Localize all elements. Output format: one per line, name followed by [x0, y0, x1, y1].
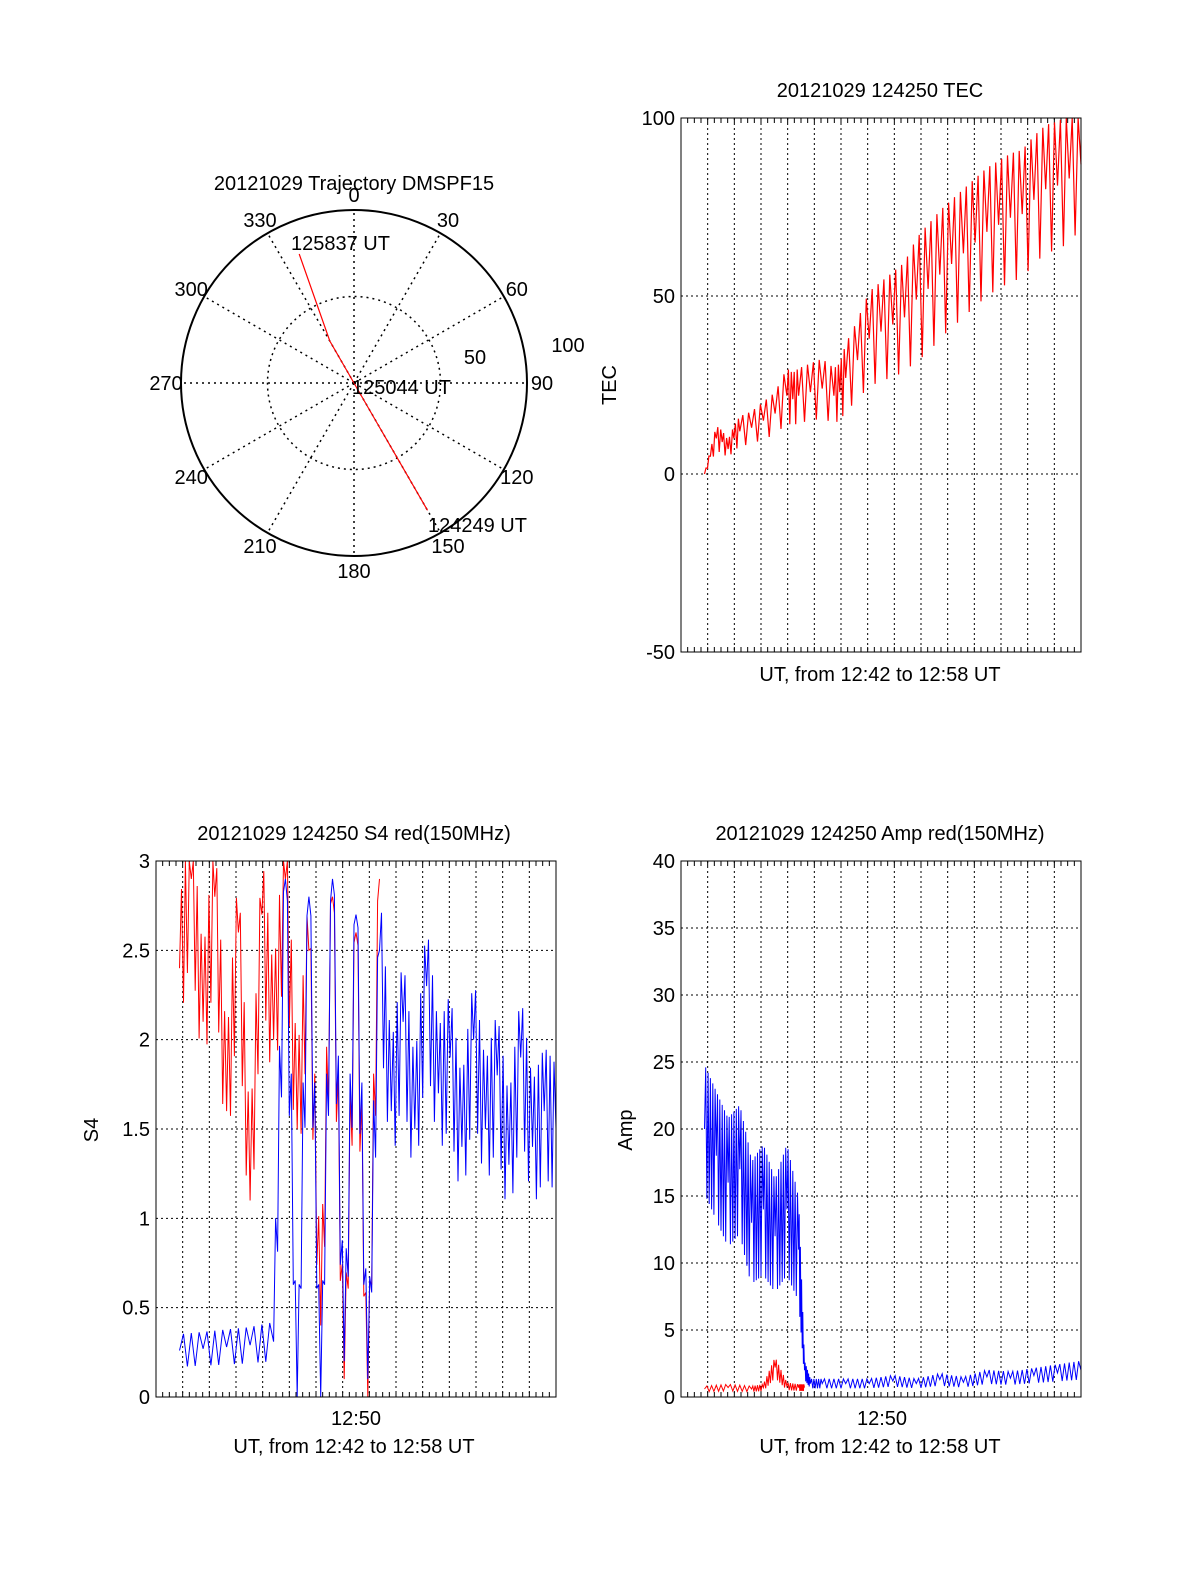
amp-y-tick-label: 40	[653, 851, 675, 873]
amp-x-tick-1250: 12:50	[857, 1408, 907, 1430]
annotation-end-time: 125837 UT	[291, 233, 390, 255]
amp-y-tick-label: 10	[653, 1253, 675, 1275]
amp-title: 20121029 124250 Amp red(150MHz)	[715, 823, 1044, 845]
amp-y-tick-label: 15	[653, 1186, 675, 1208]
tec-y-tick-label: 0	[664, 464, 675, 486]
polar-spoke	[266, 232, 355, 384]
tec-title: 20121029 124250 TEC	[777, 80, 983, 102]
polar-panel: 20121029 Trajectory DMSPF15 0 30 60 90 120 15…	[149, 173, 584, 583]
polar-outer-circle	[180, 209, 528, 557]
tec-y-tick-label: 50	[653, 286, 675, 308]
polar-angle-labels: 0 30 60 90 120 150 180 210 240 270 300 330	[149, 185, 553, 583]
s4-y-tick-labels: 0 0.5 1 1.5 2 2.5 3	[122, 851, 150, 1409]
s4-y-tick-label: 0.5	[122, 1298, 150, 1320]
polar-radius-label-100: 100	[551, 335, 584, 357]
s4-x-label: UT, from 12:42 to 12:58 UT	[233, 1436, 474, 1458]
tec-panel: 20121029 124250 TEC -50 0 50 100 UT, from 1…	[599, 80, 1082, 686]
amp-y-tick-label: 5	[664, 1320, 675, 1342]
s4-grid	[155, 861, 557, 1397]
tec-y-tick-label: -50	[646, 642, 675, 664]
s4-title: 20121029 124250 S4 red(150MHz)	[197, 823, 511, 845]
amp-y-tick-label: 0	[664, 1387, 675, 1409]
amp-y-tick-labels: 0 5 10 15 20 25 30 35 40	[653, 851, 675, 1409]
polar-spoke	[203, 295, 355, 384]
polar-angle-label: 210	[243, 536, 276, 558]
tec-y-tick-labels: -50 0 50 100	[642, 108, 675, 664]
polar-angle-label: 300	[174, 279, 207, 301]
amp-red-series	[704, 1359, 805, 1393]
polar-angle-label: 330	[243, 210, 276, 232]
polar-title: 20121029 Trajectory DMSPF15	[214, 173, 494, 195]
amp-grid	[680, 861, 1082, 1397]
s4-y-tick-label: 1	[139, 1208, 150, 1230]
s4-x-tick-1250: 12:50	[331, 1408, 381, 1430]
s4-y-label: S4	[81, 1118, 103, 1142]
polar-spoke	[203, 382, 355, 471]
s4-y-tick-label: 1.5	[122, 1119, 150, 1141]
s4-panel: 20121029 124250 S4 red(150MHz) 0 0.5 1 1.5 2…	[81, 823, 557, 1458]
tec-x-label: UT, from 12:42 to 12:58 UT	[759, 664, 1000, 686]
polar-angle-label: 270	[149, 373, 182, 395]
trajectory-track	[298, 253, 429, 511]
amp-panel: 20121029 124250 Amp red(150MHz) 0 5 10 15 20…	[615, 823, 1082, 1458]
polar-angle-label: 180	[337, 561, 370, 583]
polar-angle-label: 0	[348, 185, 359, 207]
amp-y-tick-label: 30	[653, 985, 675, 1007]
tec-frame	[680, 117, 1082, 653]
amp-x-label: UT, from 12:42 to 12:58 UT	[759, 1436, 1000, 1458]
s4-frame	[155, 860, 557, 1398]
polar-spoke	[266, 382, 355, 534]
polar-angle-label: 60	[506, 279, 528, 301]
tec-y-tick-label: 100	[642, 108, 675, 130]
amp-y-label: Amp	[615, 1109, 637, 1150]
s4-blue-series	[179, 878, 557, 1398]
tec-y-label: TEC	[599, 365, 621, 405]
amp-blue-series	[704, 1067, 1082, 1389]
s4-y-tick-label: 3	[139, 851, 150, 873]
polar-angle-label: 30	[437, 210, 459, 232]
s4-y-tick-label: 2.5	[122, 940, 150, 962]
amp-y-tick-label: 35	[653, 918, 675, 940]
annotation-mid-time: 125044 UT	[352, 377, 451, 399]
tec-series-line	[703, 117, 1082, 475]
annotation-start-time: 124249 UT	[428, 515, 527, 537]
amp-frame	[680, 860, 1082, 1398]
polar-radius-label-50: 50	[464, 347, 486, 369]
polar-angle-label: 120	[500, 467, 533, 489]
polar-spoke	[353, 232, 442, 384]
polar-angle-label: 150	[431, 536, 464, 558]
polar-angle-label: 90	[531, 373, 553, 395]
polar-spoke	[353, 295, 505, 384]
s4-y-tick-label: 2	[139, 1030, 150, 1052]
s4-y-tick-label: 0	[139, 1387, 150, 1409]
polar-inner-circle	[266, 295, 442, 471]
amp-y-tick-label: 25	[653, 1052, 675, 1074]
polar-spoke	[353, 382, 505, 471]
amp-y-tick-label: 20	[653, 1119, 675, 1141]
polar-angle-label: 240	[174, 467, 207, 489]
